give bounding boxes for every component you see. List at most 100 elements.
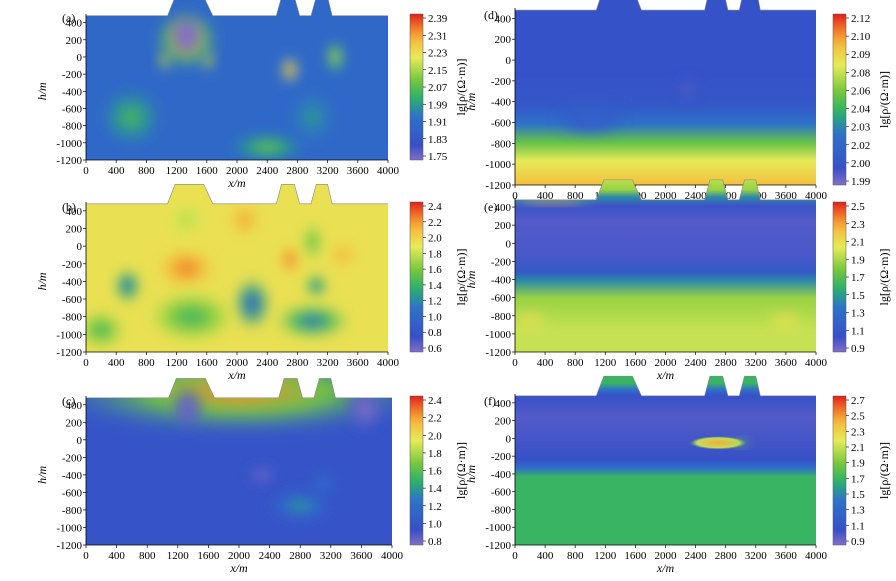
colorbar-tick-label: 1.1 (851, 325, 865, 337)
x-tick-label: 1600 (624, 357, 647, 369)
chart-panel-2: 0 400 800 1200 1600 2000 2400 2800 3200 3600 40004… (35, 378, 468, 575)
anomaly-0 (552, 98, 628, 137)
colorbar-tick-label: 1.5 (851, 489, 865, 501)
x-axis-label: x/m (229, 561, 248, 575)
x-tick-label: 400 (108, 357, 125, 369)
layered-background (515, 179, 816, 352)
y-axis-label: h/m (35, 272, 49, 290)
colorbar-tick-label: 2.3 (851, 426, 865, 438)
x-tick-label: 3600 (347, 165, 370, 177)
x-tick-label: 2000 (655, 357, 678, 369)
x-tick-label: 2800 (289, 550, 312, 562)
heatmap-field (515, 179, 816, 352)
y-tick-label: 0 (77, 52, 83, 64)
colorbar-tick-label: 2.00 (851, 158, 871, 170)
y-tick-label: 400 (495, 398, 512, 410)
anomaly-3 (265, 488, 335, 524)
x-tick-label: 400 (537, 190, 554, 202)
panel-label: (a) (62, 11, 75, 25)
y-tick-label: -1200 (485, 180, 511, 192)
colorbar-tick-label: 2.2 (428, 217, 442, 229)
y-tick-label: -1000 (56, 329, 82, 341)
anomaly-1 (679, 76, 698, 102)
anomaly-2 (345, 384, 386, 434)
y-tick-label: 200 (495, 34, 512, 46)
layered-background (515, 0, 816, 185)
anomaly-8 (286, 87, 339, 148)
layered-background (515, 376, 816, 545)
x-tick-label: 800 (138, 357, 155, 369)
colorbar-tick-label: 1.3 (851, 308, 865, 320)
x-tick-label: 1600 (197, 550, 220, 562)
colorbar-tick-label: 1.3 (851, 505, 865, 517)
x-tick-label: 0 (512, 550, 518, 562)
colorbar-tick-label: 1.9 (851, 458, 865, 470)
x-axis-label: x/m (656, 368, 675, 382)
terrain-line (86, 378, 392, 399)
x-tick-label: 400 (108, 165, 125, 177)
y-tick-label: -200 (491, 451, 512, 463)
x-tick-label: 3600 (347, 357, 370, 369)
y-tick-label: -600 (62, 294, 83, 306)
x-axis-label: x/m (656, 561, 675, 575)
colorbar-tick-label: 2.39 (428, 13, 448, 25)
x-tick-label: 1200 (167, 550, 190, 562)
colorbar (832, 395, 847, 546)
x-tick-label: 2800 (715, 357, 738, 369)
colorbar-tick-label: 2.7 (851, 395, 865, 407)
x-tick-label: 2000 (655, 190, 678, 202)
anomaly-11 (86, 307, 128, 352)
x-tick-label: 400 (108, 550, 125, 562)
y-tick-label: -800 (62, 121, 83, 133)
colorbar-tick-label: 0.8 (428, 327, 442, 339)
x-tick-label: 3600 (775, 190, 798, 202)
x-tick-label: 4000 (805, 357, 828, 369)
background-field (86, 378, 392, 545)
colorbar-tick-label: 2.09 (851, 49, 871, 61)
colorbar-tick-label: 1.0 (428, 311, 442, 323)
colorbar-tick-label: 1.1 (851, 520, 865, 532)
chart-panel-1: 0 400 800 1200 1600 2000 2400 2800 3200 3600 40004… (35, 184, 468, 382)
terrain-line (86, 0, 388, 17)
colorbar-tick-label: 2.1 (851, 442, 865, 454)
anomaly-1 (165, 199, 208, 240)
colorbar (832, 201, 847, 353)
x-tick-label: 2800 (286, 357, 309, 369)
anomaly-3 (279, 243, 301, 276)
colorbar-tick-label: 0.6 (428, 343, 442, 355)
chart-panel-0: 0 400 800 1200 1600 2000 2400 2800 3200 3600 40004… (35, 0, 468, 190)
colorbar-tick-label: 1.8 (428, 448, 442, 460)
colorbar-tick-label: 0.9 (851, 536, 865, 548)
x-tick-label: 800 (138, 165, 155, 177)
colorbar-tick-label: 1.5 (851, 290, 865, 302)
colorbar-tick-label: 1.75 (428, 151, 448, 163)
colorbar-tick-label: 0.8 (428, 536, 442, 548)
y-tick-label: -400 (62, 470, 83, 482)
anomaly-1 (166, 11, 207, 60)
y-tick-label: -800 (62, 312, 83, 324)
x-tick-label: 2400 (259, 550, 282, 562)
colorbar (832, 13, 847, 186)
y-tick-label: -800 (62, 505, 83, 517)
x-tick-label: 4000 (381, 550, 404, 562)
x-tick-label: 2400 (256, 165, 279, 177)
y-tick-label: 200 (66, 223, 83, 235)
x-tick-label: 1200 (594, 550, 617, 562)
colorbar-tick-label: 2.07 (428, 82, 448, 94)
colorbar-tick-label: 2.23 (428, 48, 448, 60)
y-tick-label: -200 (62, 452, 83, 464)
x-tick-label: 800 (567, 550, 584, 562)
colorbar-tick-label: 2.02 (851, 140, 870, 152)
y-tick-label: 200 (66, 35, 83, 47)
colorbar-tick-label: 1.7 (851, 272, 865, 284)
panel-label: (c) (62, 394, 75, 408)
y-tick-label: -800 (491, 138, 512, 150)
x-tick-label: 4000 (805, 550, 828, 562)
x-tick-label: 0 (83, 550, 89, 562)
heatmap-field (86, 0, 388, 160)
colorbar-label: lg[ρ/(Ω·m)] (877, 249, 891, 306)
x-tick-label: 4000 (377, 357, 400, 369)
terrain-line (86, 184, 388, 205)
colorbar-tick-label: 1.83 (428, 134, 448, 146)
